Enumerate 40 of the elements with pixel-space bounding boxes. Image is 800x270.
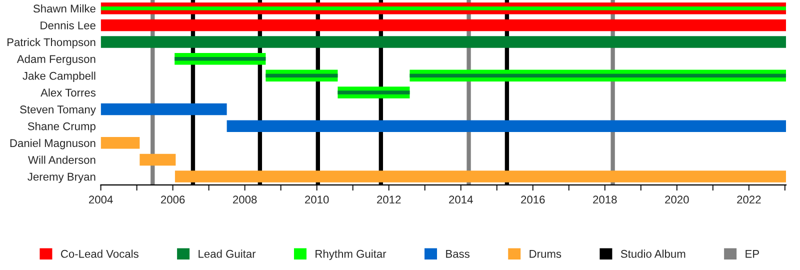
legend-label: Drums xyxy=(530,250,562,258)
x-tick-label: 2018 xyxy=(593,196,617,204)
y-tick-label: Shawn Milke xyxy=(33,4,96,13)
y-tick-label: Adam Ferguson xyxy=(16,54,96,66)
bar xyxy=(226,120,786,132)
bar xyxy=(410,74,786,78)
legend-label: EP xyxy=(746,250,759,258)
x-tick-label: 2022 xyxy=(737,196,761,204)
x-tick-label: 2012 xyxy=(377,196,401,204)
legend-label: Bass xyxy=(446,250,470,258)
x-tick-label: 2006 xyxy=(161,196,185,204)
legend-label: Co-Lead Vocals xyxy=(60,250,138,258)
y-tick-label: Will Anderson xyxy=(28,156,96,164)
y-tick-label: Patrick Thompson xyxy=(8,38,96,48)
bar xyxy=(100,19,786,32)
bar xyxy=(100,103,227,116)
y-tick-label: Dennis Lee xyxy=(40,21,96,30)
y-tick-label: Alex Torres xyxy=(40,88,96,97)
legend-label: Rhythm Guitar xyxy=(316,250,386,260)
bar xyxy=(338,90,410,94)
x-tick-label: 2016 xyxy=(521,196,545,204)
x-tick-label: 2014 xyxy=(449,196,473,204)
y-tick-label: Jake Campbell xyxy=(22,72,96,82)
y-tick-label: Daniel Magnuson xyxy=(10,138,96,150)
legend-label: Lead Guitar xyxy=(198,250,256,258)
bar xyxy=(174,170,786,182)
legend-label: Studio Album xyxy=(620,250,686,258)
x-tick-label: 2004 xyxy=(89,196,113,204)
x-tick-label: 2010 xyxy=(305,196,329,204)
y-tick-label: Steven Tomany xyxy=(20,106,96,116)
y-tick-label: Shane Crump xyxy=(28,122,96,132)
y-tick-label: Jeremy Bryan xyxy=(28,172,96,183)
x-tick-label: 2008 xyxy=(233,196,257,204)
bar xyxy=(100,6,786,10)
bar xyxy=(140,154,176,166)
x-tick-label: 2020 xyxy=(665,196,689,204)
bar xyxy=(100,36,786,48)
bar xyxy=(174,57,266,61)
bar xyxy=(100,137,140,149)
bar xyxy=(266,74,338,78)
